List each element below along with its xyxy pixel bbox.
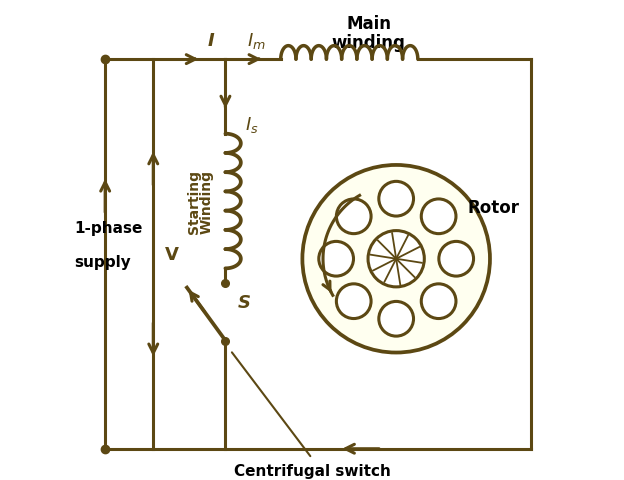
Text: Centrifugal switch: Centrifugal switch [233, 463, 391, 478]
Text: winding: winding [331, 34, 406, 52]
Circle shape [368, 231, 424, 287]
Text: 1-phase: 1-phase [74, 220, 142, 236]
Text: Winding: Winding [199, 169, 213, 234]
Circle shape [336, 200, 371, 234]
Circle shape [336, 284, 371, 319]
Circle shape [379, 182, 414, 216]
Text: V: V [165, 245, 179, 264]
Circle shape [303, 166, 490, 353]
Text: $I_m$: $I_m$ [247, 31, 266, 51]
Circle shape [319, 242, 354, 276]
Text: I: I [208, 32, 215, 50]
Text: $I_s$: $I_s$ [245, 115, 258, 135]
Text: Main: Main [346, 15, 391, 33]
Text: S: S [238, 293, 250, 312]
Text: Rotor: Rotor [467, 199, 519, 216]
Circle shape [421, 284, 456, 319]
Text: supply: supply [74, 254, 130, 269]
Circle shape [439, 242, 474, 276]
Circle shape [379, 302, 414, 336]
Text: Starting: Starting [187, 169, 201, 234]
Circle shape [421, 200, 456, 234]
